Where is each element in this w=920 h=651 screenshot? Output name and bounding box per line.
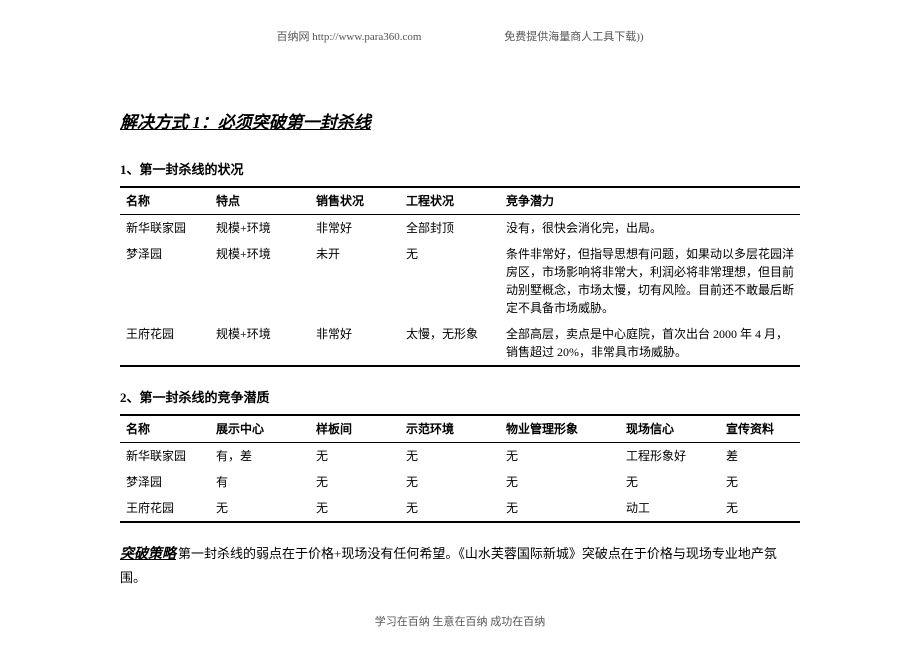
cell: 梦泽园 xyxy=(120,469,210,495)
page-footer: 学习在百纳 生意在百纳 成功在百纳 xyxy=(0,613,920,629)
table-row: 王府花园 无 无 无 无 动工 无 xyxy=(120,495,800,522)
cell: 全部高层，卖点是中心庭院，首次出台 2000 年 4 月，销售超过 20%，非常… xyxy=(500,321,800,366)
cell: 条件非常好，但指导思想有问题，如果动以多层花园洋房区，市场影响将非常大，利润必将… xyxy=(500,241,800,321)
cell: 未开 xyxy=(310,241,400,321)
cell: 动工 xyxy=(620,495,720,522)
cell: 无 xyxy=(400,443,500,470)
cell: 无 xyxy=(400,495,500,522)
cell: 无 xyxy=(500,443,620,470)
col-header: 特点 xyxy=(210,187,310,215)
col-header: 竞争潜力 xyxy=(500,187,800,215)
cell: 无 xyxy=(500,495,620,522)
cell: 无 xyxy=(720,495,800,522)
cell: 无 xyxy=(310,469,400,495)
cell: 非常好 xyxy=(310,321,400,366)
cell: 全部封顶 xyxy=(400,215,500,242)
cell: 有 xyxy=(210,469,310,495)
col-header: 展示中心 xyxy=(210,415,310,443)
strategy-body: 第一封杀线的弱点在于价格+现场没有任何希望。《山水芙蓉国际新城》突破点在于价格与… xyxy=(120,546,777,585)
table-section1: 名称 特点 销售状况 工程状况 竞争潜力 新华联家园 规模+环境 非常好 全部封… xyxy=(120,186,800,367)
table-header-row: 名称 展示中心 样板间 示范环境 物业管理形象 现场信心 宣传资料 xyxy=(120,415,800,443)
col-header: 宣传资料 xyxy=(720,415,800,443)
cell: 新华联家园 xyxy=(120,443,210,470)
table-header-row: 名称 特点 销售状况 工程状况 竞争潜力 xyxy=(120,187,800,215)
cell: 工程形象好 xyxy=(620,443,720,470)
cell: 无 xyxy=(310,495,400,522)
table-row: 王府花园 规模+环境 非常好 太慢，无形象 全部高层，卖点是中心庭院，首次出台 … xyxy=(120,321,800,366)
cell: 无 xyxy=(400,469,500,495)
col-header: 示范环境 xyxy=(400,415,500,443)
table-row: 新华联家园 有，差 无 无 无 工程形象好 差 xyxy=(120,443,800,470)
cell: 无 xyxy=(210,495,310,522)
cell: 规模+环境 xyxy=(210,241,310,321)
cell: 差 xyxy=(720,443,800,470)
cell: 无 xyxy=(500,469,620,495)
section1-heading: 1、第一封杀线的状况 xyxy=(120,159,800,178)
cell: 规模+环境 xyxy=(210,215,310,242)
cell: 没有，很快会消化完，出局。 xyxy=(500,215,800,242)
cell: 梦泽园 xyxy=(120,241,210,321)
cell: 规模+环境 xyxy=(210,321,310,366)
cell: 王府花园 xyxy=(120,321,210,366)
page-title: 解决方式 1：必须突破第一封杀线 xyxy=(120,108,800,133)
col-header: 样板间 xyxy=(310,415,400,443)
table-row: 梦泽园 有 无 无 无 无 无 xyxy=(120,469,800,495)
cell: 无 xyxy=(620,469,720,495)
cell: 新华联家园 xyxy=(120,215,210,242)
cell: 无 xyxy=(720,469,800,495)
cell: 无 xyxy=(400,241,500,321)
col-header: 销售状况 xyxy=(310,187,400,215)
cell: 有，差 xyxy=(210,443,310,470)
section2-heading: 2、第一封杀线的竞争潜质 xyxy=(120,387,800,406)
col-header: 现场信心 xyxy=(620,415,720,443)
col-header: 名称 xyxy=(120,187,210,215)
cell: 太慢，无形象 xyxy=(400,321,500,366)
cell: 非常好 xyxy=(310,215,400,242)
header-right: 免费提供海量商人工具下载)) xyxy=(504,31,643,43)
table-row: 新华联家园 规模+环境 非常好 全部封顶 没有，很快会消化完，出局。 xyxy=(120,215,800,242)
table-row: 梦泽园 规模+环境 未开 无 条件非常好，但指导思想有问题，如果动以多层花园洋房… xyxy=(120,241,800,321)
col-header: 工程状况 xyxy=(400,187,500,215)
header-left: 百纳网 http://www.para360.com xyxy=(276,31,421,43)
col-header: 名称 xyxy=(120,415,210,443)
content: 解决方式 1：必须突破第一封杀线 1、第一封杀线的状况 名称 特点 销售状况 工… xyxy=(120,108,800,589)
table-section2: 名称 展示中心 样板间 示范环境 物业管理形象 现场信心 宣传资料 新华联家园 … xyxy=(120,414,800,523)
cell: 无 xyxy=(310,443,400,470)
cell: 王府花园 xyxy=(120,495,210,522)
strategy-paragraph: 突破策略第一封杀线的弱点在于价格+现场没有任何希望。《山水芙蓉国际新城》突破点在… xyxy=(120,543,800,589)
strategy-lead: 突破策略 xyxy=(120,547,176,562)
col-header: 物业管理形象 xyxy=(500,415,620,443)
page-header: 百纳网 http://www.para360.com 免费提供海量商人工具下载)… xyxy=(0,28,920,44)
